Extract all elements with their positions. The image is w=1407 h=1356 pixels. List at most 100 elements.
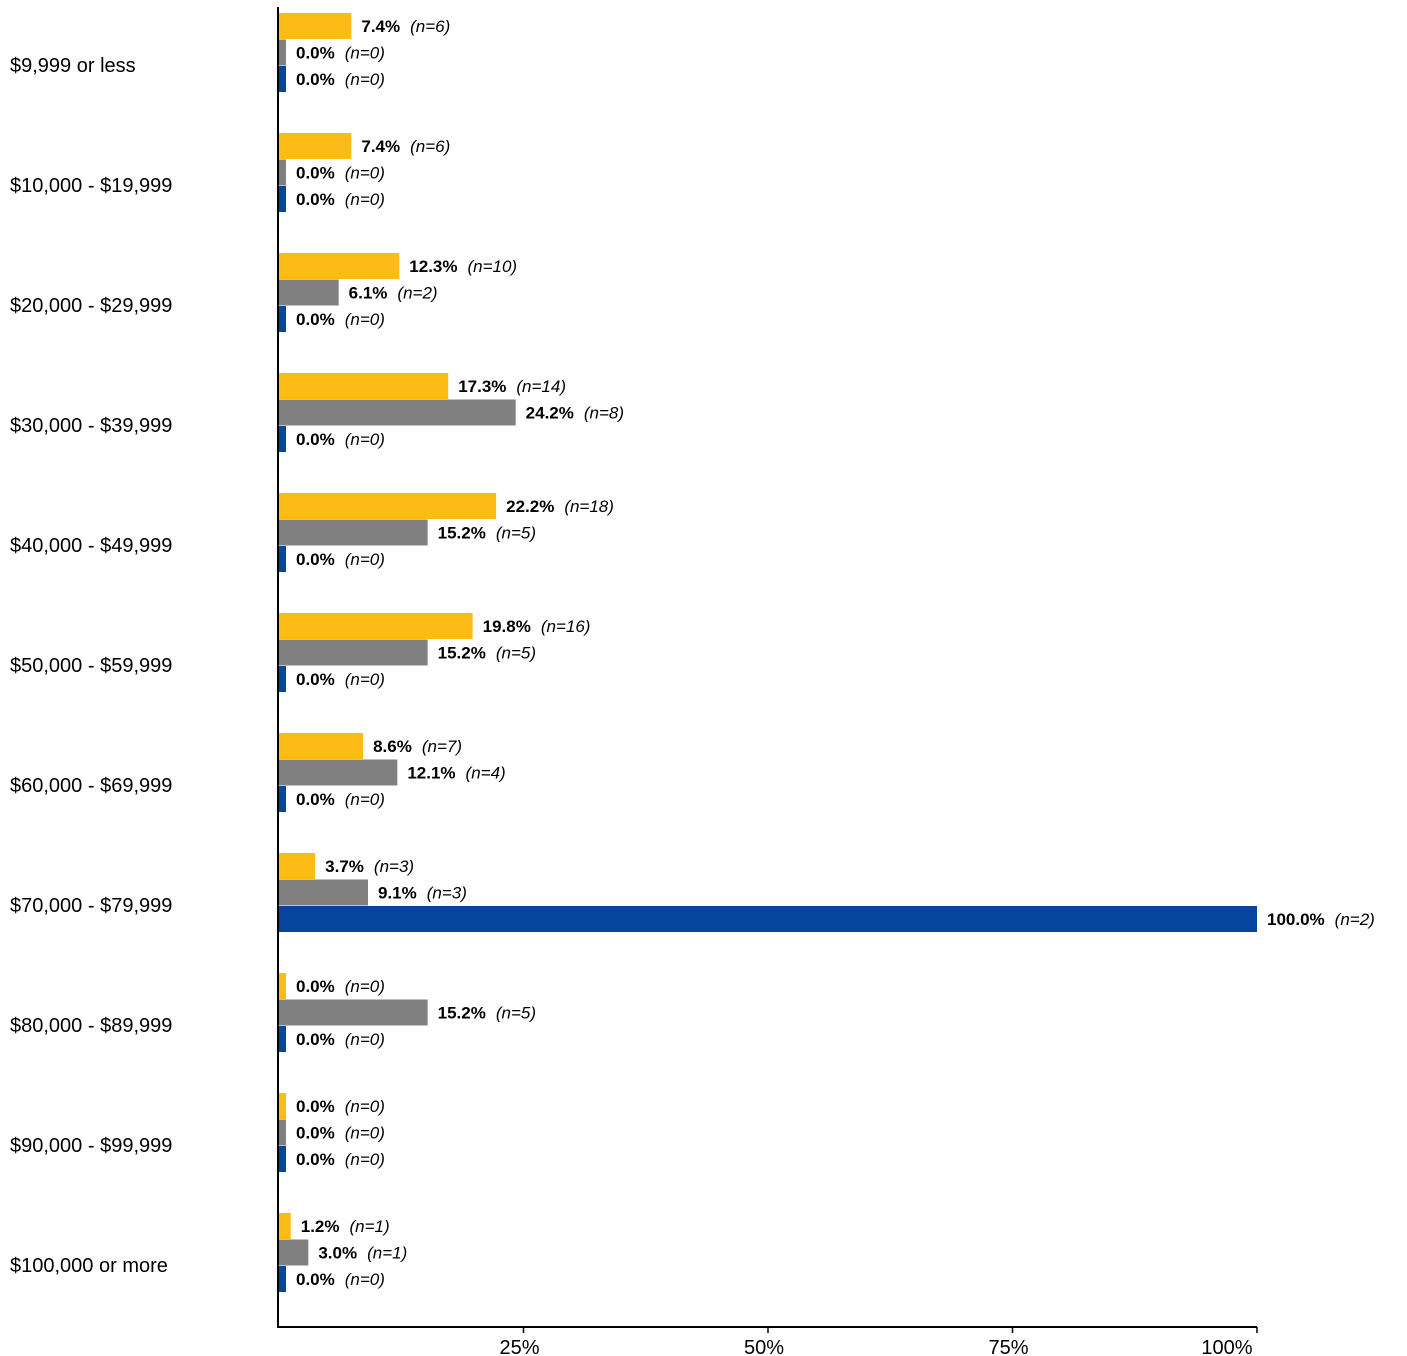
count-label: (n=2) [397, 284, 437, 303]
value-label: 3.7% [325, 857, 364, 876]
bar-series-2-cat-2 [279, 306, 286, 332]
value-label: 1.2% [301, 1217, 340, 1236]
value-label: 9.1% [378, 884, 417, 903]
value-label: 0.0% [296, 790, 335, 809]
x-tick-label: 25% [499, 1337, 539, 1356]
bar-series-2-cat-5 [279, 666, 286, 692]
value-label: 0.0% [296, 70, 335, 89]
category-label-group: $9,999 or less $10,000 - $19,999 $20,000 -… [10, 55, 172, 1277]
bar-series-1-cat-9 [279, 1119, 286, 1146]
value-label: 24.2% [526, 404, 574, 423]
count-label: (n=0) [345, 1030, 385, 1049]
count-label: (n=6) [410, 17, 450, 36]
count-label: (n=4) [466, 764, 506, 783]
count-label: (n=5) [496, 644, 536, 663]
bar-series-0-cat-7 [279, 853, 316, 879]
bar-series-1-cat-10 [279, 1239, 309, 1266]
bar-series-0-cat-2 [279, 253, 400, 279]
count-label: (n=7) [422, 737, 462, 756]
count-label: (n=3) [374, 857, 414, 876]
value-label: 0.0% [296, 1124, 335, 1143]
value-label: 15.2% [438, 524, 486, 543]
count-label: (n=0) [345, 190, 385, 209]
category-label: $20,000 - $29,999 [10, 295, 172, 317]
count-label: (n=2) [1335, 910, 1375, 929]
bar-series-0-cat-10 [279, 1213, 291, 1239]
bar-series-0-cat-3 [279, 373, 449, 399]
value-label: 0.0% [296, 670, 335, 689]
value-label: 0.0% [296, 1270, 335, 1289]
count-label: (n=5) [496, 1004, 536, 1023]
bar-group [279, 13, 1257, 1292]
count-label: (n=1) [349, 1217, 389, 1236]
bar-series-0-cat-4 [279, 493, 497, 519]
x-tick-label: 100% [1201, 1337, 1252, 1356]
count-label: (n=0) [345, 550, 385, 569]
count-label: (n=0) [345, 164, 385, 183]
value-label: 0.0% [296, 164, 335, 183]
bar-series-2-cat-7 [279, 906, 1257, 932]
value-label: 15.2% [438, 644, 486, 663]
count-label: (n=0) [345, 44, 385, 63]
count-label: (n=0) [345, 790, 385, 809]
bar-series-0-cat-6 [279, 733, 364, 759]
count-label: (n=1) [367, 1244, 407, 1263]
axes-group: 25% 50% 75% 100% [277, 7, 1258, 1356]
bar-series-1-cat-1 [279, 159, 286, 186]
value-label: 0.0% [296, 550, 335, 569]
bar-series-2-cat-0 [279, 66, 286, 92]
bar-series-0-cat-8 [279, 973, 286, 999]
value-label: 7.4% [361, 137, 400, 156]
category-label: $40,000 - $49,999 [10, 535, 172, 557]
bar-series-2-cat-3 [279, 426, 286, 452]
bar-series-0-cat-0 [279, 13, 352, 39]
bar-series-1-cat-2 [279, 279, 339, 306]
value-label: 6.1% [349, 284, 388, 303]
count-label: (n=0) [345, 1124, 385, 1143]
value-label: 0.0% [296, 1030, 335, 1049]
count-label: (n=0) [345, 1097, 385, 1116]
count-label: (n=10) [467, 257, 517, 276]
bar-series-1-cat-0 [279, 39, 286, 66]
category-label: $30,000 - $39,999 [10, 415, 172, 437]
bar-series-1-cat-8 [279, 999, 428, 1026]
bar-series-2-cat-1 [279, 186, 286, 212]
count-label: (n=5) [496, 524, 536, 543]
bar-series-1-cat-7 [279, 879, 368, 906]
data-label-group: 7.4% (n=6) 0.0% (n=0) 0.0% (n=0) 7.4% (n=6) 0.0%… [296, 17, 1375, 1289]
bar-series-1-cat-4 [279, 519, 428, 546]
bar-series-0-cat-5 [279, 613, 473, 639]
value-label: 0.0% [296, 1097, 335, 1116]
category-label: $70,000 - $79,999 [10, 895, 172, 917]
category-label: $50,000 - $59,999 [10, 655, 172, 677]
bar-series-1-cat-5 [279, 639, 428, 666]
x-tick-label: 75% [988, 1337, 1028, 1356]
value-label: 0.0% [296, 430, 335, 449]
x-tick-label: 50% [744, 1337, 784, 1356]
category-label: $10,000 - $19,999 [10, 175, 172, 197]
category-label: $100,000 or more [10, 1255, 168, 1277]
bar-series-1-cat-3 [279, 399, 516, 426]
value-label: 0.0% [296, 190, 335, 209]
category-label: $9,999 or less [10, 55, 136, 77]
value-label: 0.0% [296, 977, 335, 996]
count-label: (n=3) [427, 884, 467, 903]
value-label: 17.3% [458, 377, 506, 396]
count-label: (n=0) [345, 430, 385, 449]
count-label: (n=0) [345, 70, 385, 89]
value-label: 15.2% [438, 1004, 486, 1023]
bar-series-0-cat-1 [279, 133, 352, 159]
value-label: 0.0% [296, 44, 335, 63]
count-label: (n=14) [516, 377, 566, 396]
value-label: 22.2% [506, 497, 554, 516]
bar-series-2-cat-4 [279, 546, 286, 572]
value-label: 3.0% [318, 1244, 357, 1263]
value-label: 8.6% [373, 737, 412, 756]
bar-series-2-cat-9 [279, 1146, 286, 1172]
value-label: 19.8% [483, 617, 531, 636]
category-label: $60,000 - $69,999 [10, 775, 172, 797]
category-label: $80,000 - $89,999 [10, 1015, 172, 1037]
count-label: (n=0) [345, 1270, 385, 1289]
value-label: 12.1% [407, 764, 455, 783]
